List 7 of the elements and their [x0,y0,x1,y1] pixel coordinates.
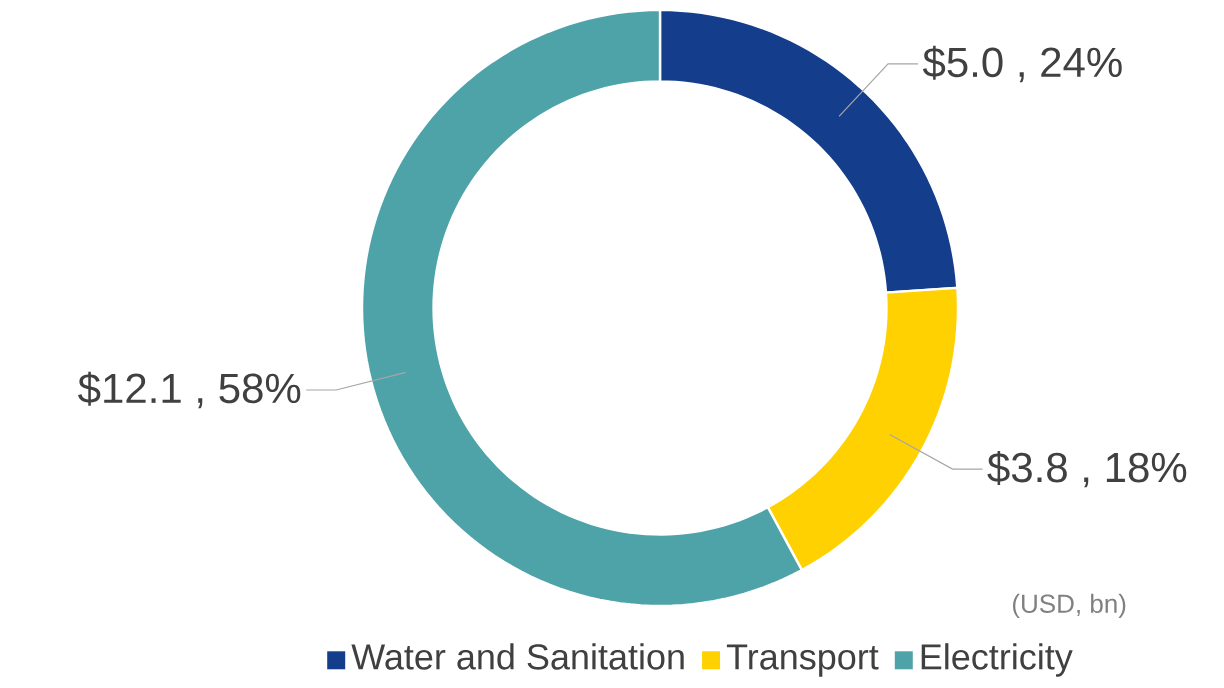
legend-label: Transport [726,644,879,677]
legend-label: Water and Sanitation [351,643,684,670]
data-label: $5.0 , 24% [922,45,1122,83]
data-label: $3.8 , 18% [987,450,1187,488]
legend-label: Electricity [921,643,1073,677]
text: (USD, bn) [1012,593,1126,619]
data-label: $12.1 , 58% [78,371,301,409]
